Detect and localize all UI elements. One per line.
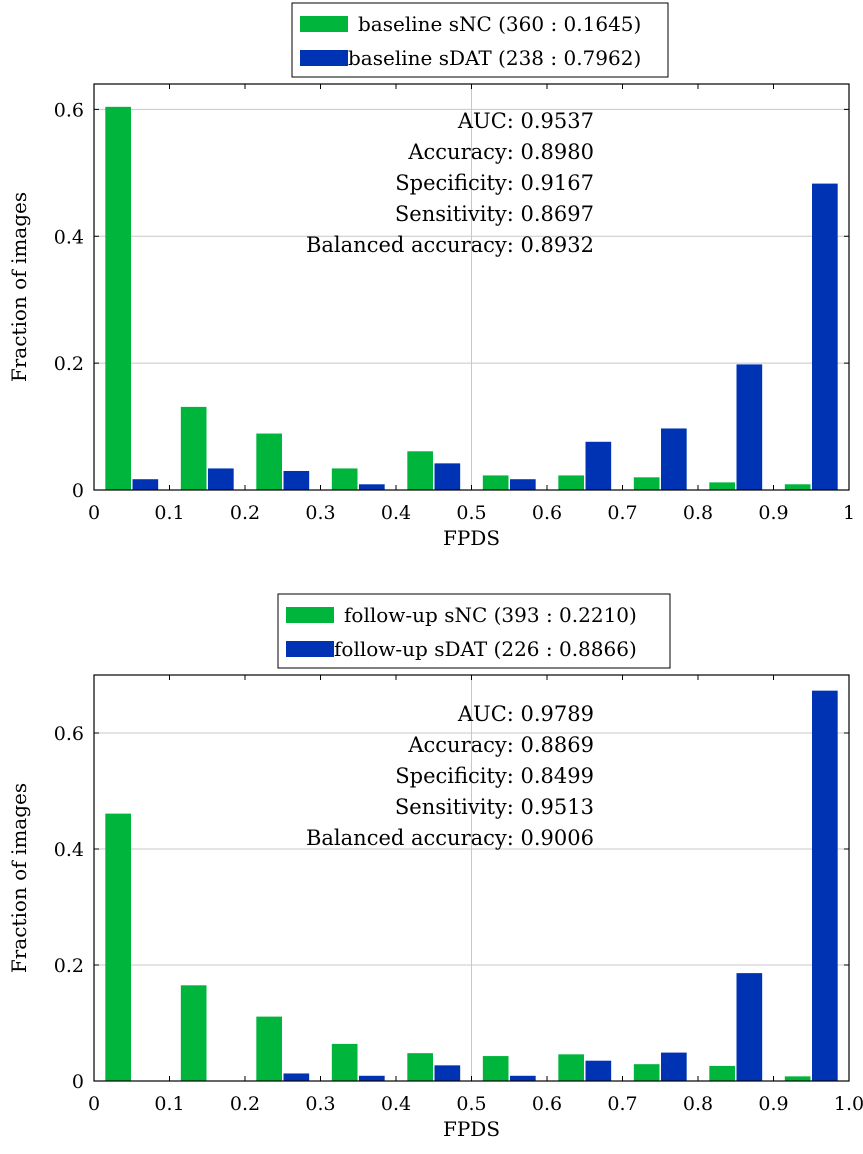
bar-snc [633,477,660,490]
x-tick-label: 0.9 [758,1093,788,1115]
x-tick-label: 0.9 [758,502,788,524]
y-tick-label: 0.4 [54,226,84,248]
stat-annotation: Sensitivity: 0.8697 [395,202,594,226]
chart-panel-1: 0 0.1 0.2 0.3 0.4 0.5 0.6 0.7 0.8 0.9 1 0 0.2 0.4 0.6 F… [7,2,855,550]
bar-sdat [736,364,763,490]
bar-sdat [812,690,838,1081]
bar-sdat [510,1075,536,1081]
legend-label: follow-up sNC (393 : 0.2210) [344,603,637,627]
bar-snc [633,1064,660,1081]
x-tick-label: 0 [88,1093,100,1115]
x-tick-label: 0 [88,502,100,524]
x-tick-label: 0.6 [532,502,562,524]
legend-swatch [300,50,348,66]
y-axis-label: Fraction of images [7,783,31,973]
stat-annotation: Balanced accuracy: 0.9006 [306,826,594,850]
bar-snc [331,1043,358,1081]
y-tick-label: 0.2 [54,353,84,375]
stat-annotation: AUC: 0.9789 [457,702,594,726]
x-tick-label: 0.2 [230,502,260,524]
stat-annotation: Accuracy: 0.8980 [407,140,594,164]
bar-sdat [283,1073,310,1081]
bar-snc [407,1053,433,1081]
bar-sdat [208,468,234,490]
legend-label: baseline sDAT (238 : 0.7962) [348,46,641,70]
bar-snc [784,1076,811,1081]
x-tick-label: 0.2 [230,1093,260,1115]
y-axis-label: Fraction of images [7,192,31,382]
x-tick-label: 0.7 [607,1093,637,1115]
bar-snc [784,484,811,490]
bar-snc [331,468,358,490]
stat-annotation: AUC: 0.9537 [457,109,594,133]
x-axis-label: FPDS [443,1117,500,1141]
bar-sdat [359,484,385,490]
bar-snc [407,451,433,490]
x-tick-label: 1.0 [834,1093,863,1115]
x-tick-label: 0.8 [683,502,713,524]
stat-annotation: Specificity: 0.9167 [395,171,594,195]
x-tick-label: 0.4 [381,1093,411,1115]
y-tick-label: 0.2 [54,955,84,977]
bar-sdat [283,470,310,490]
chart-panel-2: 0 0.1 0.2 0.3 0.4 0.5 0.6 0.7 0.8 0.9 1.0 0 0.2 0.4 0.… [7,593,863,1141]
legend-label: baseline sNC (360 : 0.1645) [358,12,641,36]
legend-box [291,2,669,78]
x-tick-label: 0.3 [305,502,335,524]
bar-sdat [434,1065,461,1081]
legend-label: follow-up sDAT (226 : 0.8866) [334,637,637,661]
stat-annotation: Accuracy: 0.8869 [407,733,594,757]
y-tick-label: 0.6 [54,723,84,745]
x-axis-label: FPDS [443,526,500,550]
bar-sdat [132,479,159,490]
bar-snc [482,475,509,490]
bar-snc [709,482,735,490]
bar-sdat [510,479,536,490]
bar-snc [256,433,282,490]
stat-annotation: Specificity: 0.8499 [395,764,594,788]
bar-snc [180,985,207,1081]
x-tick-label: 0.4 [381,502,411,524]
legend-box [277,593,671,669]
bar-sdat [661,428,687,490]
bar-sdat [585,441,612,490]
bar-snc [558,475,584,490]
legend: follow-up sNC (393 : 0.2210) follow-up sD… [277,593,671,669]
x-tick-label: 0.7 [607,502,637,524]
stat-annotation: Sensitivity: 0.9513 [395,795,594,819]
y-tick-label: 0.4 [54,839,84,861]
legend-swatch [286,607,334,623]
bar-sdat [736,973,763,1081]
bar-sdat [434,463,461,490]
bar-snc [558,1054,584,1081]
bar-snc [256,1016,282,1081]
legend-swatch [300,16,348,32]
x-tick-label: 0.8 [683,1093,713,1115]
bar-snc [180,406,207,490]
y-tick-label: 0 [72,1071,84,1093]
y-tick-label: 0 [72,480,84,502]
x-tick-label: 1 [843,502,855,524]
x-tick-label: 0.1 [154,1093,184,1115]
y-tick-label: 0.6 [54,99,84,121]
bar-snc [105,106,131,491]
bar-sdat [585,1060,612,1081]
x-tick-label: 0.5 [456,1093,486,1115]
bar-snc [105,813,131,1081]
x-tick-label: 0.6 [532,1093,562,1115]
legend-swatch [286,641,334,657]
bar-snc [709,1065,735,1081]
x-tick-label: 0.5 [456,502,486,524]
legend: baseline sNC (360 : 0.1645) baseline sDAT… [291,2,669,78]
bar-snc [482,1056,509,1081]
bar-sdat [661,1052,687,1081]
x-tick-label: 0.3 [305,1093,335,1115]
bar-sdat [812,183,838,491]
x-tick-label: 0.1 [154,502,184,524]
bar-sdat [359,1075,385,1081]
stat-annotation: Balanced accuracy: 0.8932 [306,233,594,257]
